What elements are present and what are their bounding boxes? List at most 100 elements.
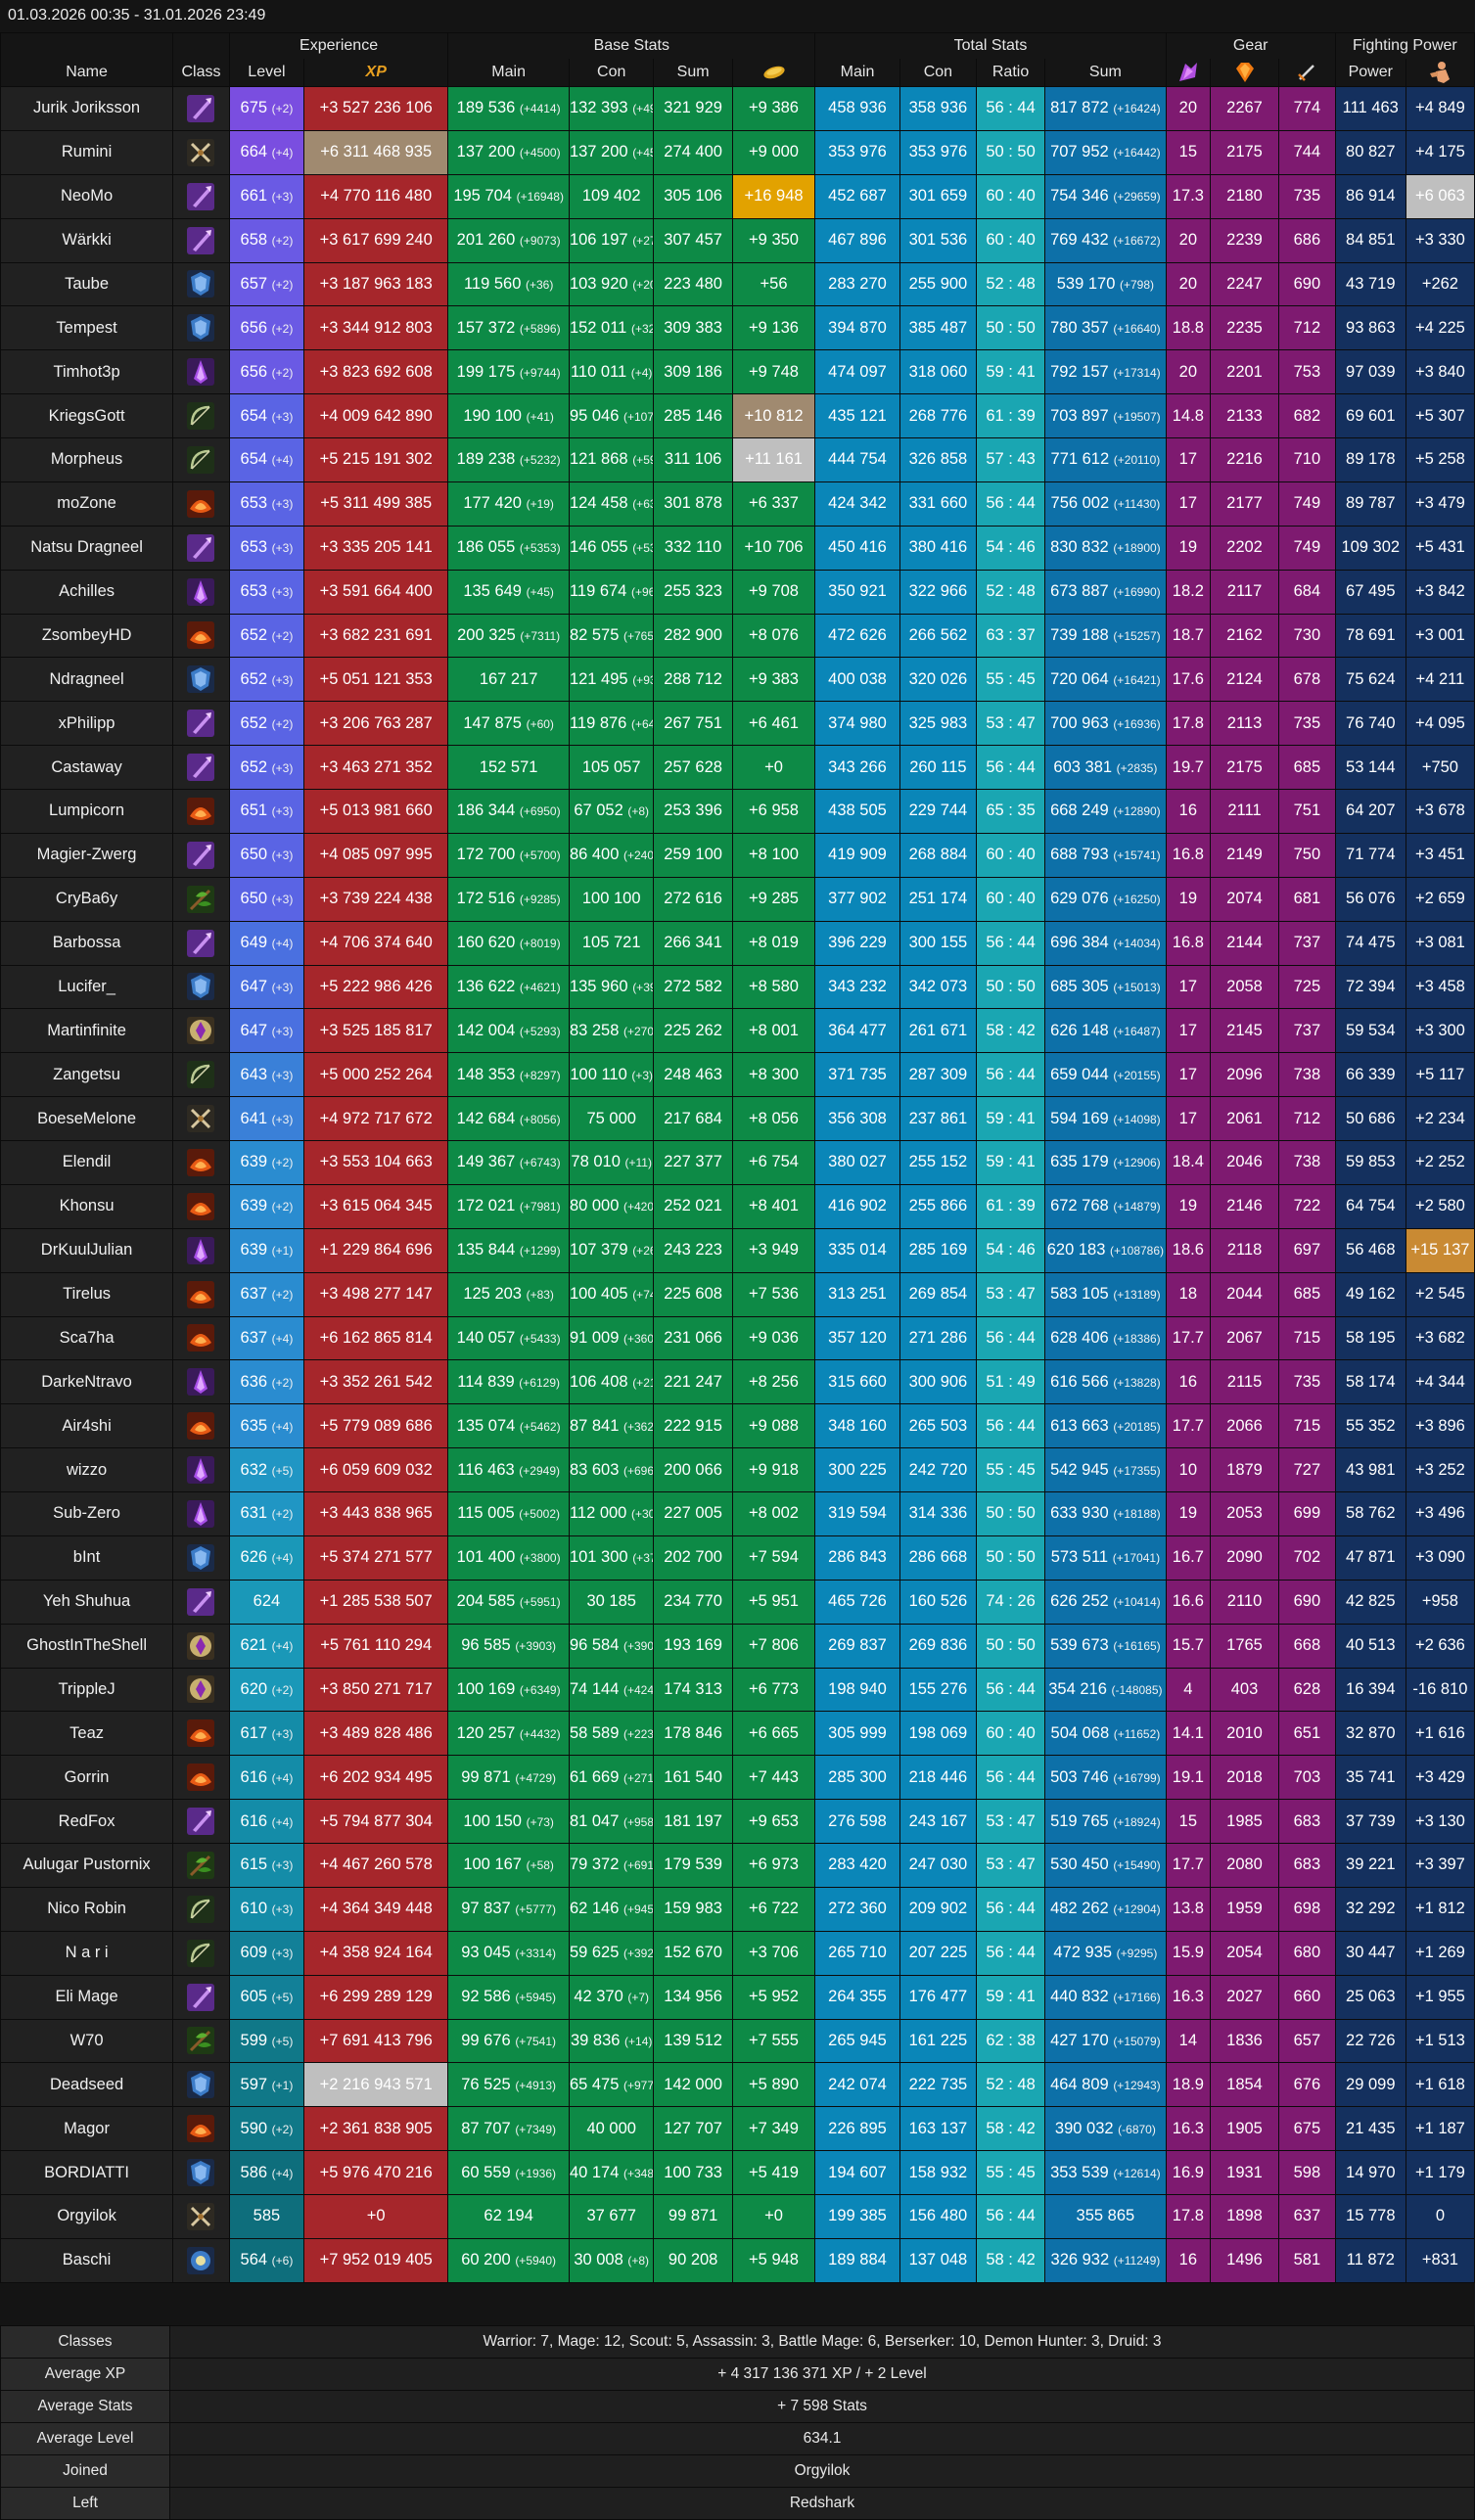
cell-name[interactable]: Eli Mage [0, 1974, 174, 2020]
col-gear-orange[interactable] [1209, 59, 1280, 87]
cell-name[interactable]: wizzo [0, 1447, 174, 1492]
table-row[interactable]: bInt 626 (+4) +5 374 271 577 101 400 (+3800… [0, 1535, 1475, 1581]
table-row[interactable]: TrippleJ 620 (+2) +3 850 271 717 100 169 (+… [0, 1667, 1475, 1713]
table-row[interactable]: Teaz 617 (+3) +3 489 828 486 120 257 (+4432… [0, 1711, 1475, 1757]
table-row[interactable]: Rumini 664 (+4) +6 311 468 935 137 200 (+45… [0, 129, 1475, 175]
table-row[interactable]: Achilles 653 (+3) +3 591 664 400 135 649 (+… [0, 569, 1475, 615]
cell-name[interactable]: RedFox [0, 1799, 174, 1844]
col-coin[interactable] [731, 59, 816, 87]
cell-name[interactable]: Sub-Zero [0, 1491, 174, 1536]
table-row[interactable]: CryBa6y 650 (+3) +3 739 224 438 172 516 (+9… [0, 876, 1475, 922]
cell-name[interactable]: Barbossa [0, 920, 174, 966]
cell-name[interactable]: Yeh Shuhua [0, 1579, 174, 1625]
col-ratio[interactable]: Ratio [976, 59, 1046, 87]
col-name[interactable]: Name [0, 59, 174, 87]
col-total-main[interactable]: Main [814, 59, 900, 87]
cell-name[interactable]: KriegsGott [0, 393, 174, 438]
cell-name[interactable]: Jurik Joriksson [0, 86, 174, 131]
cell-name[interactable]: ZsombeyHD [0, 613, 174, 659]
table-row[interactable]: Taube 657 (+2) +3 187 963 183 119 560 (+36)… [0, 261, 1475, 307]
table-row[interactable]: GhostInTheShell 621 (+4) +5 761 110 294 96 … [0, 1623, 1475, 1669]
table-row[interactable]: Eli Mage 605 (+5) +6 299 289 129 92 586 (+5… [0, 1974, 1475, 2020]
cell-name[interactable]: CryBa6y [0, 876, 174, 922]
table-row[interactable]: Tirelus 637 (+2) +3 498 277 147 125 203 (+8… [0, 1271, 1475, 1317]
cell-name[interactable]: GhostInTheShell [0, 1623, 174, 1669]
col-power-diff[interactable] [1405, 59, 1475, 87]
cell-name[interactable]: Sca7ha [0, 1315, 174, 1361]
cell-name[interactable]: W70 [0, 2018, 174, 2064]
cell-name[interactable]: Air4shi [0, 1403, 174, 1449]
table-row[interactable]: xPhilipp 652 (+2) +3 206 763 287 147 875 (+… [0, 701, 1475, 747]
cell-name[interactable]: Rumini [0, 129, 174, 175]
table-row[interactable]: Air4shi 635 (+4) +5 779 089 686 135 074 (+5… [0, 1403, 1475, 1449]
table-row[interactable]: Khonsu 639 (+2) +3 615 064 345 172 021 (+79… [0, 1183, 1475, 1229]
table-row[interactable]: Nico Robin 610 (+3) +4 364 349 448 97 837 (… [0, 1886, 1475, 1932]
table-row[interactable]: RedFox 616 (+4) +5 794 877 304 100 150 (+73… [0, 1799, 1475, 1844]
cell-name[interactable]: Timhot3p [0, 349, 174, 395]
table-row[interactable]: moZone 653 (+3) +5 311 499 385 177 420 (+19… [0, 481, 1475, 527]
table-row[interactable]: Ndragneel 652 (+3) +5 051 121 353 167 217 1… [0, 657, 1475, 703]
cell-name[interactable]: BoeseMelone [0, 1096, 174, 1141]
col-total-con[interactable]: Con [899, 59, 978, 87]
cell-name[interactable]: Natsu Dragneel [0, 525, 174, 571]
table-row[interactable]: Orgyilok 585 +0 62 194 37 677 99 871 +0 199 … [0, 2194, 1475, 2239]
col-total-sum[interactable]: Sum [1044, 59, 1167, 87]
table-row[interactable]: Castaway 652 (+3) +3 463 271 352 152 571 10… [0, 745, 1475, 790]
table-row[interactable]: KriegsGott 654 (+3) +4 009 642 890 190 100 … [0, 393, 1475, 438]
col-gear-purple[interactable] [1165, 59, 1212, 87]
cell-name[interactable]: Deadseed [0, 2062, 174, 2108]
cell-name[interactable]: Nico Robin [0, 1886, 174, 1932]
table-row[interactable]: Martinfinite 647 (+3) +3 525 185 817 142 00… [0, 1008, 1475, 1054]
table-row[interactable]: Aulugar Pustornix 615 (+3) +4 467 260 578 1… [0, 1843, 1475, 1888]
table-row[interactable]: Lucifer_ 647 (+3) +5 222 986 426 136 622 (+… [0, 964, 1475, 1010]
table-row[interactable]: BoeseMelone 641 (+3) +4 972 717 672 142 684… [0, 1096, 1475, 1141]
cell-name[interactable]: Lucifer_ [0, 964, 174, 1010]
table-row[interactable]: Natsu Dragneel 653 (+3) +3 335 205 141 186 … [0, 525, 1475, 571]
cell-name[interactable]: Magier-Zwerg [0, 832, 174, 878]
cell-name[interactable]: Magor [0, 2106, 174, 2152]
cell-name[interactable]: Zangetsu [0, 1052, 174, 1098]
table-row[interactable]: Tempest 656 (+2) +3 344 912 803 157 372 (+5… [0, 305, 1475, 351]
col-xp[interactable]: XP [303, 59, 449, 87]
cell-name[interactable]: Khonsu [0, 1183, 174, 1229]
table-row[interactable]: Magor 590 (+2) +2 361 838 905 87 707 (+7349… [0, 2106, 1475, 2152]
cell-name[interactable]: Gorrin [0, 1755, 174, 1801]
cell-name[interactable]: Elendil [0, 1140, 174, 1185]
cell-name[interactable]: Taube [0, 261, 174, 307]
cell-name[interactable]: Baschi [0, 2237, 174, 2283]
cell-name[interactable]: xPhilipp [0, 701, 174, 747]
table-row[interactable]: Sub-Zero 631 (+2) +3 443 838 965 115 005 (+… [0, 1491, 1475, 1536]
cell-name[interactable]: Achilles [0, 569, 174, 615]
cell-name[interactable]: Tempest [0, 305, 174, 351]
table-row[interactable]: DarkeNtravo 636 (+2) +3 352 261 542 114 839… [0, 1359, 1475, 1405]
table-row[interactable]: Magier-Zwerg 650 (+3) +4 085 097 995 172 70… [0, 832, 1475, 878]
table-row[interactable]: Timhot3p 656 (+2) +3 823 692 608 199 175 (+… [0, 349, 1475, 395]
table-row[interactable]: Jurik Joriksson 675 (+2) +3 527 236 106 189… [0, 86, 1475, 131]
col-base-main[interactable]: Main [447, 59, 570, 87]
cell-name[interactable]: Lumpicorn [0, 789, 174, 834]
col-base-con[interactable]: Con [568, 59, 655, 87]
cell-name[interactable]: Wärkki [0, 217, 174, 263]
table-row[interactable]: Gorrin 616 (+4) +6 202 934 495 99 871 (+472… [0, 1755, 1475, 1801]
table-row[interactable]: BORDIATTI 586 (+4) +5 976 470 216 60 559 (+… [0, 2150, 1475, 2195]
table-row[interactable]: Wärkki 658 (+2) +3 617 699 240 201 260 (+90… [0, 217, 1475, 263]
table-row[interactable]: Baschi 564 (+6) +7 952 019 405 60 200 (+594… [0, 2237, 1475, 2283]
col-level[interactable]: Level [228, 59, 305, 87]
table-row[interactable]: Yeh Shuhua 624 +1 285 538 507 204 585 (+59… [0, 1579, 1475, 1625]
cell-name[interactable]: Aulugar Pustornix [0, 1843, 174, 1888]
cell-name[interactable]: bInt [0, 1535, 174, 1581]
cell-name[interactable]: TrippleJ [0, 1667, 174, 1713]
table-row[interactable]: Zangetsu 643 (+3) +5 000 252 264 148 353 (+… [0, 1052, 1475, 1098]
col-base-sum[interactable]: Sum [653, 59, 733, 87]
cell-name[interactable]: BORDIATTI [0, 2150, 174, 2195]
table-row[interactable]: DrKuulJulian 639 (+1) +1 229 864 696 135 84… [0, 1227, 1475, 1273]
table-row[interactable]: wizzo 632 (+5) +6 059 609 032 116 463 (+294… [0, 1447, 1475, 1492]
table-row[interactable]: Barbossa 649 (+4) +4 706 374 640 160 620 (+… [0, 920, 1475, 966]
cell-name[interactable]: Morpheus [0, 437, 174, 482]
table-row[interactable]: W70 599 (+5) +7 691 413 796 99 676 (+7541) 3… [0, 2018, 1475, 2064]
table-row[interactable]: Elendil 639 (+2) +3 553 104 663 149 367 (+6… [0, 1140, 1475, 1185]
table-row[interactable]: Sca7ha 637 (+4) +6 162 865 814 140 057 (+54… [0, 1315, 1475, 1361]
cell-name[interactable]: DarkeNtravo [0, 1359, 174, 1405]
cell-name[interactable]: NeoMo [0, 173, 174, 219]
col-power[interactable]: Power [1334, 59, 1406, 87]
